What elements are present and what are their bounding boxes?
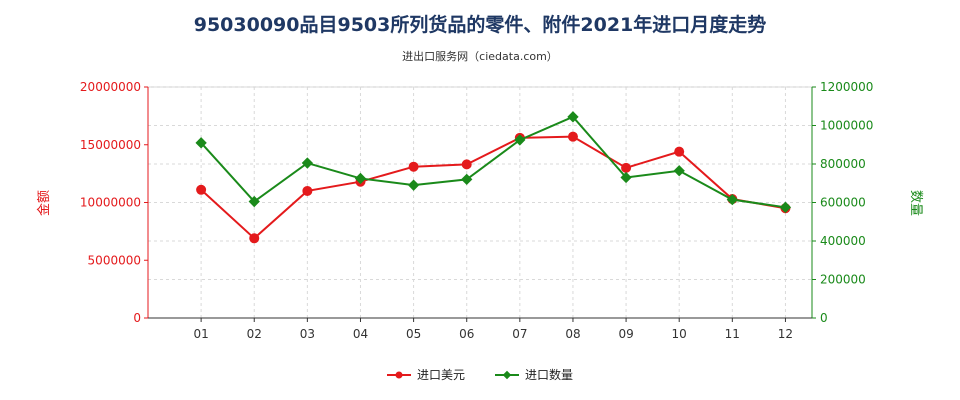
y-tick-label-left: 20000000	[80, 80, 141, 94]
x-tick-label: 02	[247, 327, 262, 341]
data-point	[302, 185, 313, 196]
chart-title: 95030090品目9503所列货品的零件、附件2021年进口月度走势	[193, 14, 767, 36]
x-tick-label: 07	[512, 327, 527, 341]
data-point	[673, 165, 685, 177]
data-point	[674, 146, 685, 157]
x-tick-label: 05	[406, 327, 421, 341]
data-point	[461, 173, 473, 186]
x-tick-label: 12	[778, 327, 793, 341]
y-tick-label-left: 10000000	[80, 196, 141, 210]
x-tick-label: 01	[193, 327, 208, 341]
y-tick-label-right: 400000	[820, 234, 866, 248]
y-tick-label-right: 1000000	[820, 119, 873, 133]
data-point	[249, 233, 260, 244]
x-tick-label: 08	[565, 327, 580, 341]
data-point	[567, 131, 578, 142]
y-axis-label-right: 数量	[908, 190, 923, 216]
y-tick-label-right: 800000	[820, 157, 866, 171]
legend-item-quantity[interactable]: 进口数量	[495, 366, 573, 383]
series-line	[200, 135, 786, 240]
x-tick-label: 03	[300, 327, 315, 341]
data-point	[354, 172, 367, 185]
y-tick-label-right: 200000	[820, 273, 866, 287]
y-tick-label-left: 15000000	[80, 138, 141, 152]
axes: 0 5000000 10000000 15000000 20000000 0 200000 4…	[80, 80, 874, 341]
legend-swatch-icon	[386, 371, 411, 378]
data-point	[726, 193, 738, 206]
series	[195, 111, 792, 244]
data-point	[620, 171, 632, 184]
series-line	[200, 115, 786, 209]
y-tick-label-right: 0	[820, 311, 828, 325]
legend: 进口美元 进口数量	[0, 366, 960, 383]
y-tick-label-right: 1200000	[820, 80, 873, 94]
data-point	[301, 157, 314, 169]
data-point	[514, 134, 526, 146]
data-point	[248, 195, 260, 208]
legend-label-quantity: 进口数量	[525, 368, 574, 382]
data-point	[408, 161, 419, 172]
x-tick-label: 11	[725, 327, 740, 341]
data-point	[407, 179, 420, 191]
y-tick-label-right: 600000	[820, 196, 866, 210]
data-point	[779, 201, 792, 213]
x-tick-label: 09	[618, 327, 633, 341]
legend-swatch-icon	[495, 370, 519, 379]
legend-label-value: 进口美元	[416, 368, 465, 382]
y-tick-label-left: 5000000	[88, 253, 141, 267]
x-tick-label: 06	[459, 327, 474, 341]
chart-subtitle: 进出口服务网（ciedata.com）	[402, 50, 558, 63]
data-point	[196, 184, 207, 195]
data-point	[195, 137, 207, 149]
y-tick-label-left: 0	[133, 311, 141, 325]
data-point	[461, 159, 472, 170]
x-tick-label: 04	[353, 327, 368, 341]
x-tick-label: 10	[672, 327, 687, 341]
data-point	[621, 162, 632, 173]
y-axis-label-left: 金额	[36, 190, 52, 216]
legend-item-value[interactable]: 进口美元	[386, 366, 465, 383]
grid-lines	[147, 86, 813, 319]
